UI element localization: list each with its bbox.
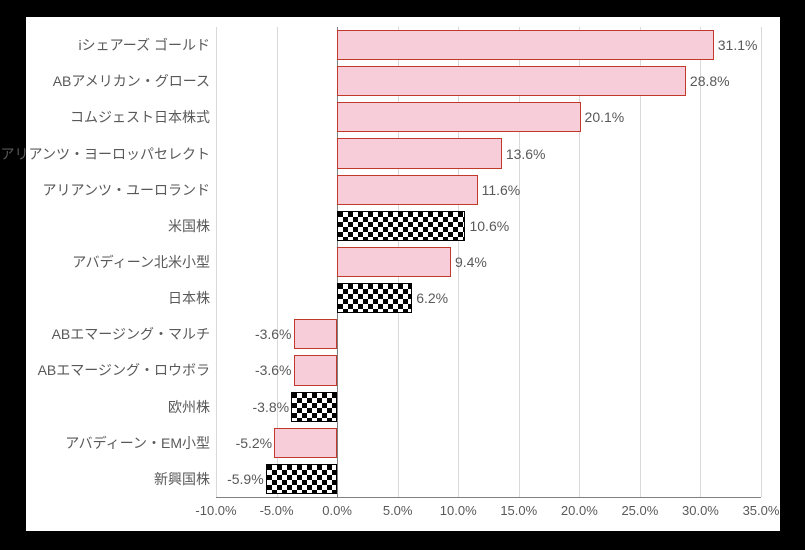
bar-row: 米国株10.6%: [216, 208, 761, 244]
x-axis-tick: 0.0%: [322, 497, 352, 518]
x-axis-tick: -10.0%: [195, 497, 236, 518]
category-label: ABアメリカン・グロース: [53, 71, 216, 91]
bar-row: コムジェスト日本株式20.1%: [216, 99, 761, 135]
category-label: 日本株: [168, 288, 216, 308]
value-label: 31.1%: [718, 37, 758, 53]
bar: [337, 102, 580, 132]
bar-row: アリアンツ・ヨーロッパセレクト13.6%: [216, 135, 761, 171]
x-axis-line: [216, 497, 761, 498]
value-label: -3.6%: [255, 326, 292, 342]
category-label: ABエマージング・ロウボラ: [38, 360, 216, 380]
bar: [337, 247, 451, 277]
bar-row: ABエマージング・ロウボラ-3.6%: [216, 352, 761, 388]
category-label: アリアンツ・ユーロランド: [43, 180, 216, 200]
bar-row: 新興国株-5.9%: [216, 461, 761, 497]
category-label: アバディーン・EM小型: [65, 433, 216, 453]
bar: [266, 464, 337, 494]
bar-row: ABエマージング・マルチ-3.6%: [216, 316, 761, 352]
value-label: -3.8%: [253, 399, 290, 415]
x-axis-tick: 25.0%: [621, 497, 658, 518]
value-label: 11.6%: [482, 182, 521, 198]
value-label: 6.2%: [416, 290, 448, 306]
x-axis-tick: 20.0%: [561, 497, 598, 518]
value-label: -5.2%: [236, 435, 273, 451]
x-axis-tick: -5.0%: [260, 497, 294, 518]
bar-row: iシェアーズ ゴールド31.1%: [216, 27, 761, 63]
bar-row: 日本株6.2%: [216, 280, 761, 316]
category-label: アリアンツ・ヨーロッパセレクト: [1, 144, 216, 164]
category-label: ABエマージング・マルチ: [52, 324, 216, 344]
category-label: コムジェスト日本株式: [70, 107, 216, 127]
bar: [274, 428, 337, 458]
value-label: 20.1%: [585, 109, 625, 125]
chart-frame: -10.0% -5.0% 0.0% 5.0% 10.0% 15.0% 20.0% 25.0% 3…: [26, 17, 780, 531]
value-label: 13.6%: [506, 146, 546, 162]
value-label: 10.6%: [469, 218, 509, 234]
plot-area: -10.0%-5.0%0.0%5.0%10.0%15.0%20.0%25.0%3…: [216, 27, 761, 497]
category-label: 欧州株: [168, 397, 216, 417]
value-label: -3.6%: [255, 362, 292, 378]
bar: [337, 66, 686, 96]
bar: [337, 283, 412, 313]
bar: [294, 319, 338, 349]
bar-row: 欧州株-3.8%: [216, 389, 761, 425]
bar-row: ABアメリカン・グロース28.8%: [216, 63, 761, 99]
value-label: 28.8%: [690, 73, 730, 89]
bar: [337, 175, 477, 205]
bar: [337, 211, 465, 241]
category-label: iシェアーズ ゴールド: [79, 35, 216, 55]
bar: [291, 392, 337, 422]
bar-row: アリアンツ・ユーロランド11.6%: [216, 172, 761, 208]
x-axis-tick: 35.0%: [743, 497, 780, 518]
grid-line: [761, 27, 762, 497]
category-label: 米国株: [168, 216, 216, 236]
category-label: 新興国株: [154, 469, 216, 489]
bar-row: アバディーン・EM小型-5.2%: [216, 425, 761, 461]
bar: [294, 355, 338, 385]
value-label: -5.9%: [227, 471, 264, 487]
category-label: アバディーン北米小型: [72, 252, 216, 272]
bar-row: アバディーン北米小型9.4%: [216, 244, 761, 280]
x-axis-tick: 5.0%: [383, 497, 413, 518]
bar: [337, 138, 502, 168]
x-axis-tick: 15.0%: [500, 497, 537, 518]
value-label: 9.4%: [455, 254, 487, 270]
x-axis-tick: 30.0%: [682, 497, 719, 518]
x-axis-tick: 10.0%: [440, 497, 477, 518]
bar: [337, 30, 714, 60]
horizontal-bar-chart: -10.0% -5.0% 0.0% 5.0% 10.0% 15.0% 20.0% 25.0% 3…: [26, 17, 780, 531]
